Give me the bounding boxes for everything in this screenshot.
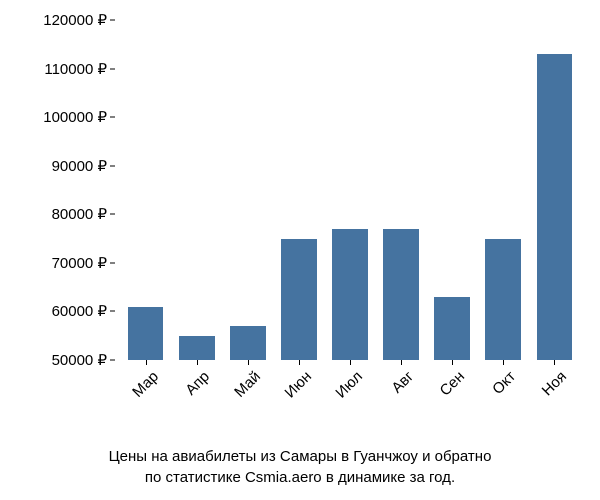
- bar: [281, 239, 317, 360]
- y-tick-label: 110000 ₽: [44, 60, 107, 78]
- y-tick-label: 60000 ₽: [52, 302, 107, 320]
- x-tick-mark: [248, 360, 249, 365]
- bar: [179, 336, 215, 360]
- x-tick-label: Май: [231, 368, 264, 401]
- x-tick-mark: [554, 360, 555, 365]
- x-tick-label: Июл: [332, 368, 366, 402]
- x-tick-mark: [452, 360, 453, 365]
- x-tick-label: Сен: [437, 368, 468, 399]
- x-tick-label: Мар: [129, 368, 162, 401]
- y-tick-label: 70000 ₽: [52, 254, 107, 272]
- plot-area: [120, 20, 580, 360]
- bar: [230, 326, 266, 360]
- y-tick-mark: [110, 262, 115, 263]
- bar: [332, 229, 368, 360]
- x-tick-mark: [146, 360, 147, 365]
- y-tick-label: 90000 ₽: [52, 157, 107, 175]
- x-tick-mark: [503, 360, 504, 365]
- y-tick-label: 50000 ₽: [52, 351, 107, 369]
- bar: [537, 54, 573, 360]
- y-tick-label: 100000 ₽: [43, 108, 107, 126]
- y-tick-mark: [110, 68, 115, 69]
- caption-line-1: Цены на авиабилеты из Самары в Гуанчжоу …: [109, 448, 492, 465]
- bar: [434, 297, 470, 360]
- x-tick-label: Июн: [281, 368, 314, 401]
- chart-container: 50000 ₽ 60000 ₽ 70000 ₽ 80000 ₽ 90000 ₽ 10000…: [20, 20, 580, 440]
- y-tick-mark: [110, 20, 115, 21]
- caption-line-2: по статистике Csmia.aero в динамике за г…: [145, 469, 455, 486]
- y-tick-mark: [110, 165, 115, 166]
- x-tick-mark: [401, 360, 402, 365]
- x-axis: Мар Апр Май Июн Июл Авг Сен Окт Ноя: [120, 360, 580, 420]
- x-tick-mark: [299, 360, 300, 365]
- x-tick-mark: [197, 360, 198, 365]
- y-tick-mark: [110, 311, 115, 312]
- y-tick-label: 80000 ₽: [52, 205, 107, 223]
- chart-caption: Цены на авиабилеты из Самары в Гуанчжоу …: [10, 446, 590, 488]
- x-tick-label: Окт: [489, 368, 519, 398]
- x-tick-label: Авг: [389, 368, 418, 397]
- y-axis: 50000 ₽60000 ₽70000 ₽80000 ₽90000 ₽10000…: [20, 20, 115, 360]
- bar: [128, 307, 164, 360]
- bar: [383, 229, 419, 360]
- bars-group: [120, 20, 580, 360]
- y-tick-mark: [110, 117, 115, 118]
- x-tick-label: Апр: [182, 368, 213, 399]
- y-tick-mark: [110, 360, 115, 361]
- y-tick-mark: [110, 214, 115, 215]
- x-tick-mark: [350, 360, 351, 365]
- y-tick-label: 120000 ₽: [43, 11, 107, 29]
- bar: [485, 239, 521, 360]
- x-tick-label: Ноя: [539, 368, 570, 399]
